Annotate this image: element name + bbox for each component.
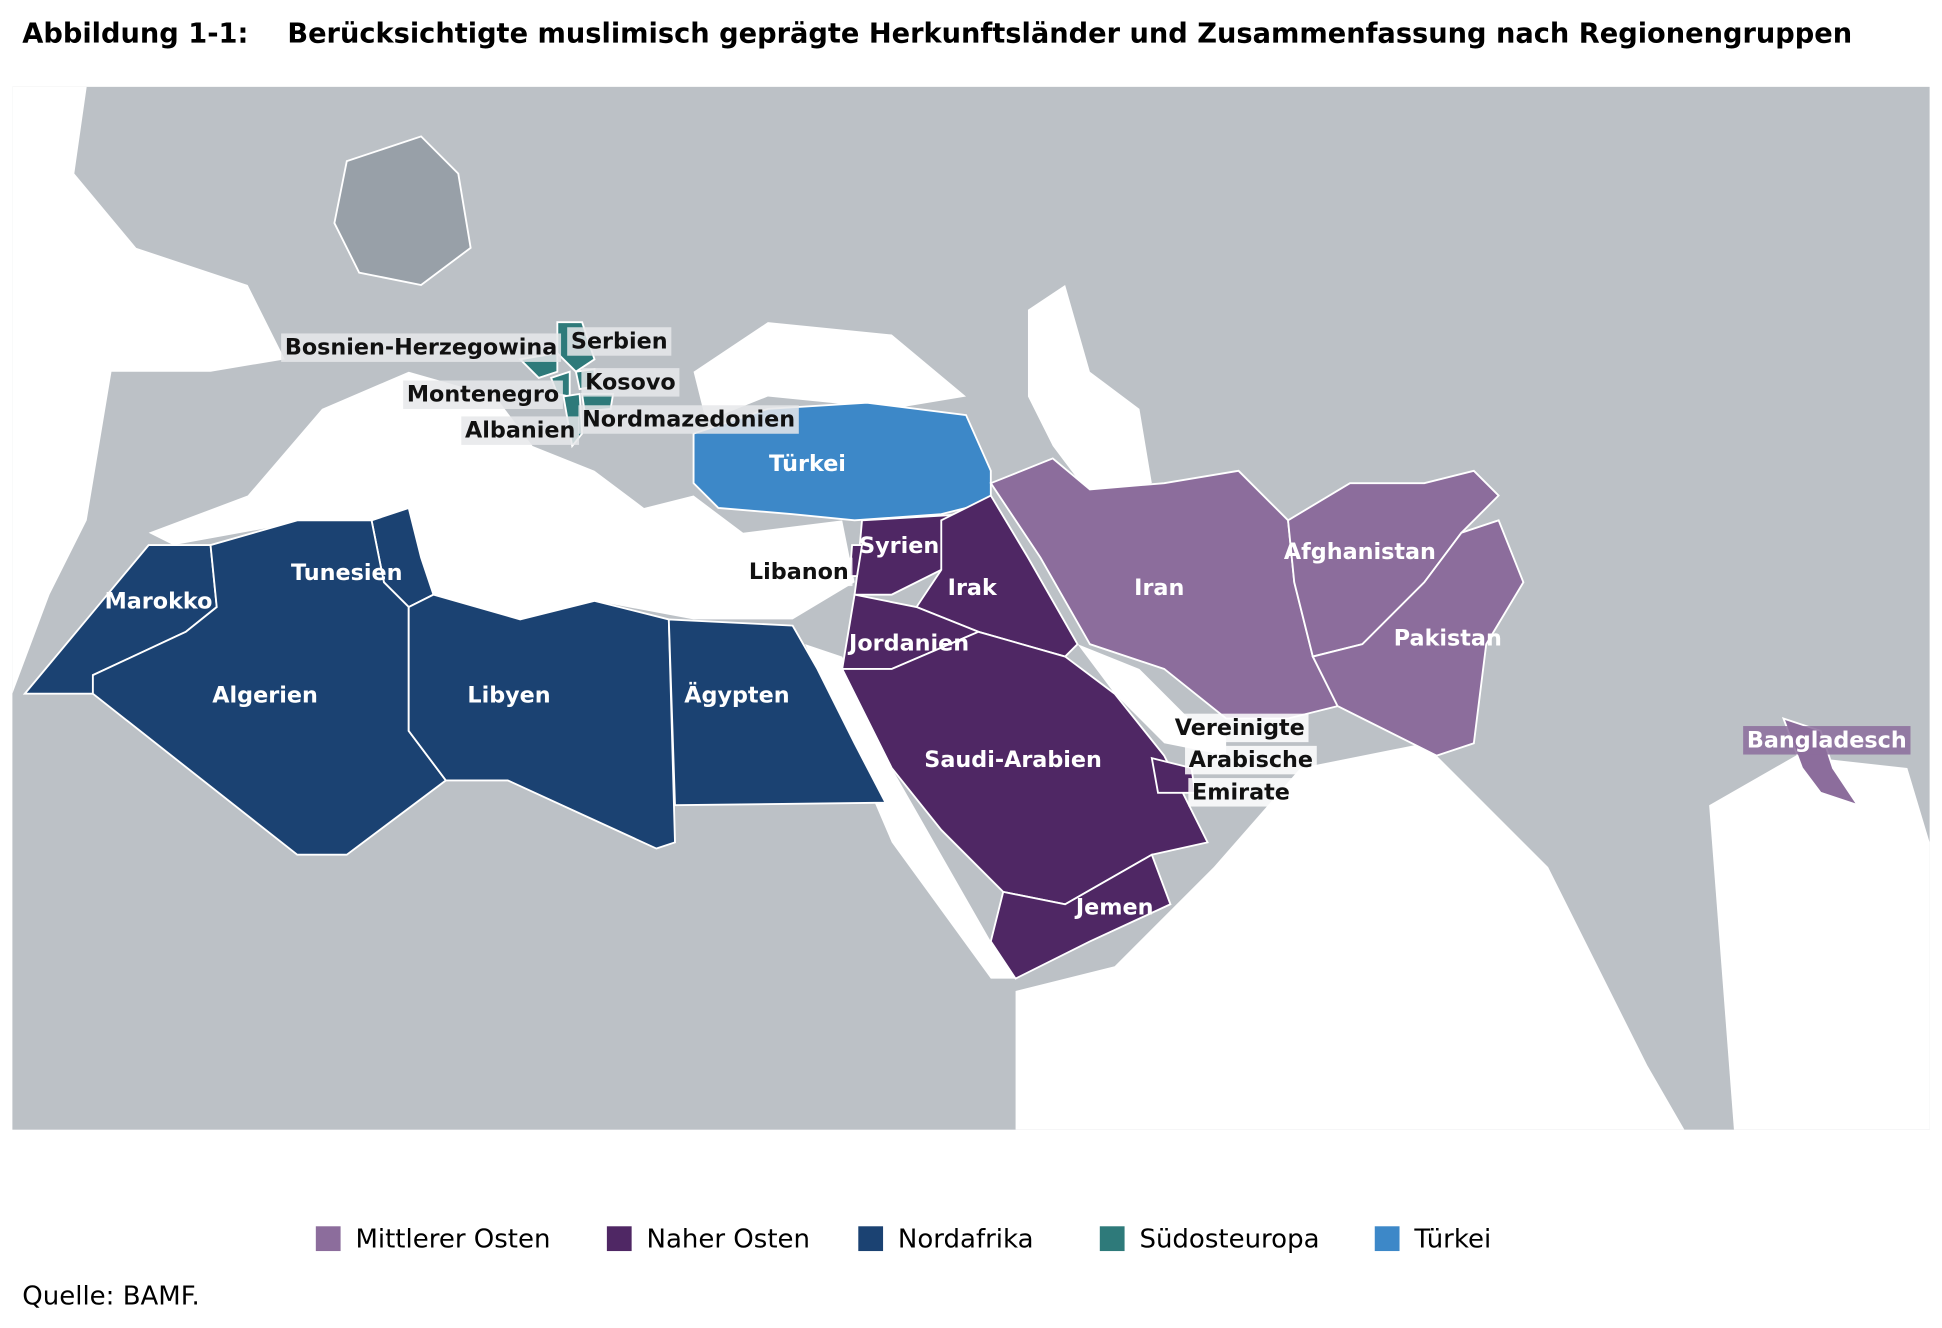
country-shape bbox=[840, 630, 1209, 906]
label-box bbox=[578, 405, 799, 434]
country-shape bbox=[91, 519, 448, 856]
atlantic bbox=[12, 86, 285, 694]
country-label: Vereinigte bbox=[1175, 715, 1305, 741]
label-box bbox=[1743, 726, 1911, 755]
country-label: Emirate bbox=[1192, 779, 1290, 805]
country-label: Libanon bbox=[749, 559, 849, 585]
country-label: Afghanistan bbox=[1284, 539, 1436, 565]
country-label: Saudi-Arabien bbox=[924, 747, 1102, 773]
legend-label: Nordafrika bbox=[898, 1224, 1034, 1254]
bay-of-bengal bbox=[1709, 755, 1930, 1130]
legend-label: Naher Osten bbox=[647, 1224, 811, 1254]
figure-number: Abbildung 1-1: bbox=[22, 18, 248, 49]
red-sea bbox=[805, 644, 1016, 979]
country-shape bbox=[667, 618, 888, 807]
label-box bbox=[581, 368, 680, 397]
country-label: Syrien bbox=[859, 533, 939, 559]
label-box bbox=[1185, 745, 1317, 775]
legend-label: Türkei bbox=[1413, 1224, 1491, 1254]
country-label: Algerien bbox=[212, 683, 318, 709]
country-label: Libyen bbox=[467, 683, 550, 709]
country-label: Türkei bbox=[769, 451, 846, 477]
country-label: Arabische bbox=[1189, 747, 1313, 773]
legend-label: Mittlerer Osten bbox=[355, 1224, 550, 1254]
country-label: Serbien bbox=[571, 328, 668, 354]
label-box bbox=[1170, 713, 1309, 743]
legend-label: Südosteuropa bbox=[1139, 1224, 1319, 1254]
country-label: Marokko bbox=[105, 589, 213, 615]
country-label: Montenegro bbox=[407, 382, 559, 408]
country-label: Iran bbox=[1134, 575, 1184, 601]
germany bbox=[333, 135, 472, 287]
label-box bbox=[403, 380, 563, 409]
legend-swatch bbox=[606, 1226, 632, 1252]
legend: Mittlerer Osten Naher Osten Nordafrika Südo… bbox=[315, 1224, 1491, 1254]
country-label: Irak bbox=[948, 575, 998, 601]
legend-swatch bbox=[315, 1226, 341, 1252]
country-label: Bosnien-Herzegowina bbox=[285, 335, 557, 361]
labels: Bosnien-Herzegowina Serbien Kosovo Monte… bbox=[105, 327, 1911, 920]
country-shape bbox=[407, 593, 676, 850]
country-shape bbox=[1311, 519, 1525, 757]
label-box bbox=[567, 327, 672, 356]
label-box bbox=[745, 557, 853, 587]
caspian-sea bbox=[1027, 285, 1152, 496]
legend-swatch bbox=[858, 1226, 884, 1252]
legend-swatch bbox=[1099, 1226, 1125, 1252]
label-box bbox=[1188, 778, 1294, 807]
country-label: Kosovo bbox=[585, 369, 676, 395]
country-label: Jordanien bbox=[847, 631, 969, 657]
country-label: Albanien bbox=[465, 418, 575, 444]
country-label: Pakistan bbox=[1394, 626, 1502, 652]
country-shape bbox=[989, 853, 1172, 980]
country-label: Ägypten bbox=[684, 681, 789, 709]
figure-title: Berücksichtigte muslimisch geprägte Herk… bbox=[287, 18, 1852, 49]
mediterranean bbox=[148, 371, 855, 645]
country-label: Jemen bbox=[1074, 894, 1154, 920]
country-label: Bangladesch bbox=[1747, 727, 1907, 753]
legend-swatch bbox=[1374, 1226, 1400, 1252]
source: Quelle: BAMF. bbox=[22, 1281, 200, 1311]
country-label: Nordmazedonien bbox=[582, 407, 795, 433]
arabian-sea bbox=[1015, 743, 1685, 1130]
country-label: Tunesien bbox=[291, 560, 402, 586]
map bbox=[12, 86, 1930, 1130]
black-sea bbox=[693, 322, 967, 422]
label-box bbox=[281, 333, 562, 362]
label-box bbox=[461, 416, 580, 445]
